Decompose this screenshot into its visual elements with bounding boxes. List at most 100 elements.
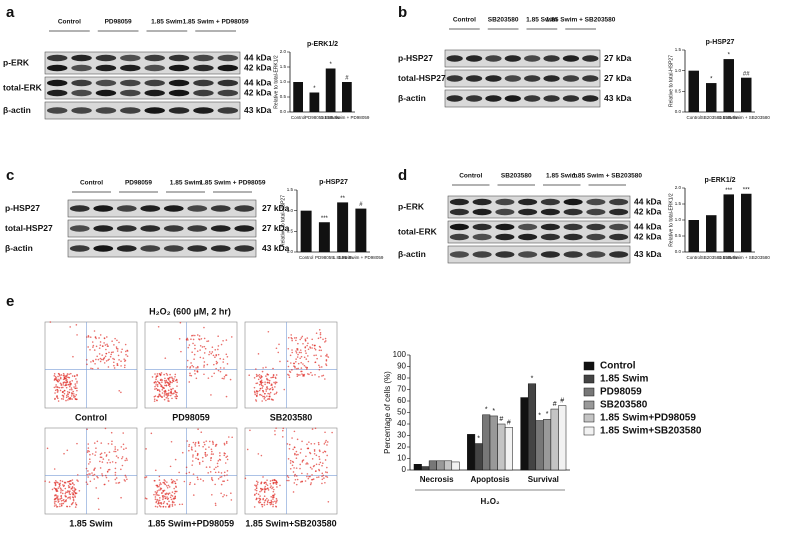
flow-event (68, 496, 70, 499)
blot-band (193, 79, 214, 87)
significance-marker: *** (725, 188, 733, 194)
blot-band (116, 225, 137, 232)
flow-event (222, 480, 224, 482)
flow-event (224, 462, 227, 464)
flow-event (222, 361, 224, 363)
flow-event (55, 480, 57, 482)
flow-event (71, 496, 74, 498)
flow-event (154, 373, 156, 375)
flow-event (265, 488, 268, 490)
flow-event (294, 473, 296, 476)
flow-event (63, 374, 65, 376)
flow-event (154, 496, 157, 498)
y-tick-label: 10 (397, 454, 406, 463)
flow-event (307, 355, 309, 357)
flow-event (263, 482, 266, 484)
y-tick-label: 2.0 (675, 185, 682, 190)
flow-event (55, 504, 57, 506)
blot-band (69, 205, 90, 212)
flow-event (276, 486, 278, 488)
blot-band (193, 64, 214, 72)
flow-event (164, 382, 167, 384)
flow-event (261, 400, 263, 402)
flow-event (167, 493, 170, 496)
blot-band (168, 64, 190, 72)
flow-event (54, 482, 57, 484)
flow-event (203, 337, 206, 340)
flow-event (87, 336, 90, 338)
blot-band (495, 251, 515, 258)
flow-event (186, 366, 189, 368)
blot-band (586, 198, 606, 206)
flow-event (155, 384, 157, 386)
x-tick-label: 1.85 Swim + PD98059 (324, 115, 369, 120)
flow-event (156, 490, 159, 492)
flow-event (326, 353, 328, 356)
y-tick-label: 0.5 (280, 94, 287, 99)
blot-band (116, 205, 137, 212)
flow-event (173, 480, 176, 483)
flow-event (260, 379, 263, 382)
legend-label: Control (600, 361, 636, 372)
flow-event (272, 482, 275, 484)
flow-event (56, 386, 58, 388)
flow-event (200, 337, 203, 340)
flow-event (56, 497, 59, 499)
flow-event (296, 373, 298, 376)
flow-event (62, 391, 64, 393)
flow-event (223, 442, 226, 445)
blot-band (46, 107, 68, 114)
flow-event (190, 448, 193, 450)
flow-event (323, 477, 325, 479)
flow-event (179, 321, 182, 324)
blot-band (193, 54, 214, 62)
flow-event (171, 377, 174, 380)
flow-event (269, 391, 272, 394)
flow-event (317, 337, 320, 340)
flow-event (157, 325, 160, 328)
flow-event (269, 501, 271, 504)
flow-event (297, 374, 300, 376)
flow-event (272, 498, 274, 500)
flow-event (295, 351, 298, 354)
flow-event (170, 494, 173, 497)
size-label: 27 kDa (262, 203, 290, 213)
flow-event (266, 373, 269, 376)
flow-event (255, 399, 257, 401)
flow-event (304, 338, 307, 341)
flow-event (62, 378, 65, 381)
blot-strip (67, 219, 257, 238)
flow-event (255, 373, 258, 376)
blot-band (540, 198, 560, 206)
flow-event (204, 451, 207, 454)
blot-band (71, 54, 92, 62)
flow-event (185, 338, 188, 341)
flow-event (210, 453, 213, 455)
flow-event (295, 358, 297, 360)
flow-event (255, 492, 258, 495)
y-axis-label: Percentage of cells (%) (383, 371, 392, 454)
x-tick-label: 1.85 Swim + PD98059 (338, 255, 383, 260)
flow-event (310, 482, 312, 484)
flow-event (163, 482, 166, 485)
flow-event (272, 479, 274, 481)
flow-event (212, 354, 215, 357)
flow-event (75, 394, 78, 396)
flow-event (54, 494, 56, 497)
flow-event (311, 474, 313, 476)
flow-event (263, 395, 265, 398)
flow-event (306, 366, 308, 369)
flow-event (210, 459, 212, 462)
flow-event (291, 339, 293, 342)
blot-band (543, 55, 560, 62)
flow-event (253, 506, 256, 508)
legend-label: PD98059 (600, 387, 642, 398)
flow-event (331, 431, 333, 434)
size-label: 42 kDa (244, 87, 272, 97)
flow-event (109, 461, 111, 464)
flow-event (313, 448, 316, 451)
flow-event (55, 494, 58, 496)
flow-event (101, 474, 104, 477)
legend-swatch (583, 374, 595, 384)
significance-marker: # (507, 419, 511, 426)
